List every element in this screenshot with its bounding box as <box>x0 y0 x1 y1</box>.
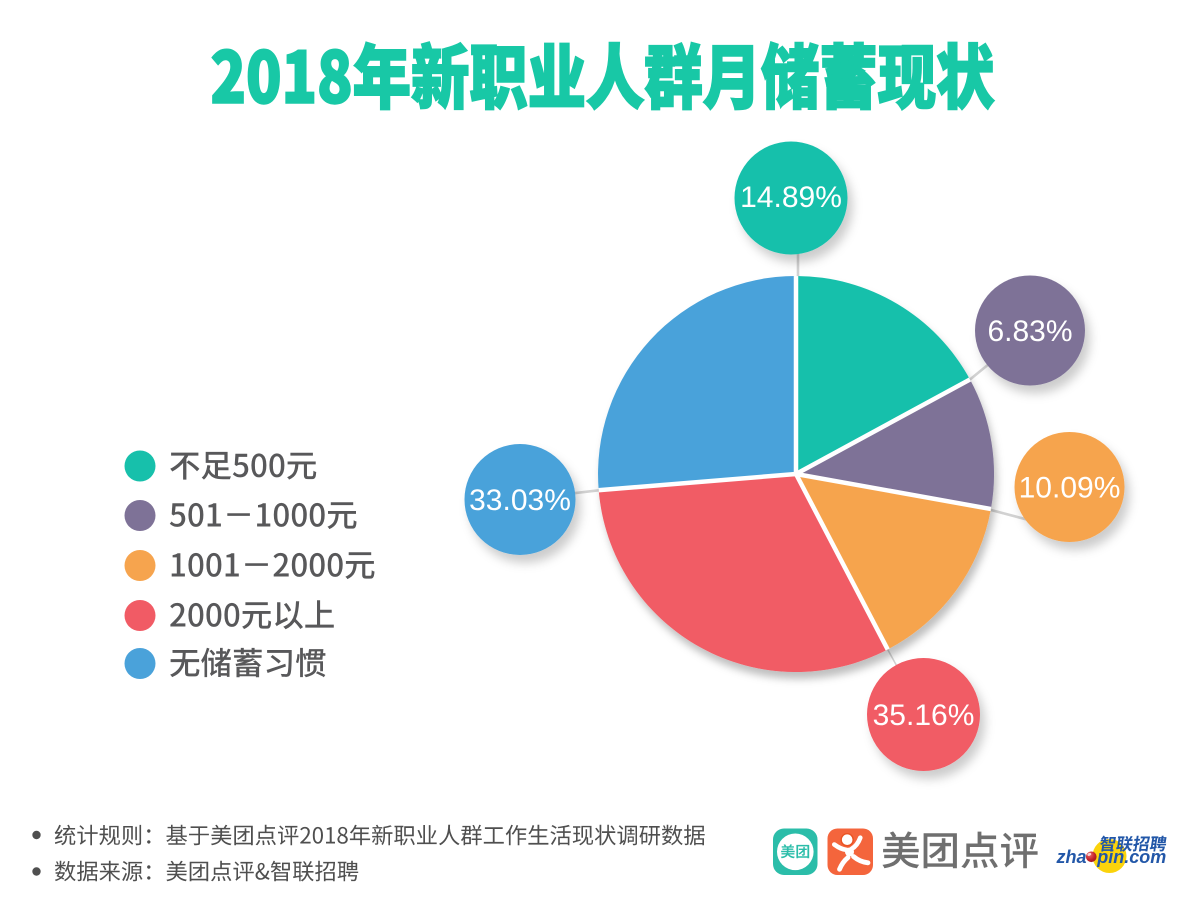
svg-text:10.09%: 10.09% <box>1019 472 1121 505</box>
svg-text:33.03%: 33.03% <box>469 484 571 517</box>
svg-text:14.89%: 14.89% <box>740 181 842 214</box>
svg-text:6.83%: 6.83% <box>987 315 1072 348</box>
svg-text:zha: zha <box>1056 847 1087 867</box>
svg-text:35.16%: 35.16% <box>873 699 975 732</box>
svg-text:pin.com: pin.com <box>1096 847 1166 867</box>
